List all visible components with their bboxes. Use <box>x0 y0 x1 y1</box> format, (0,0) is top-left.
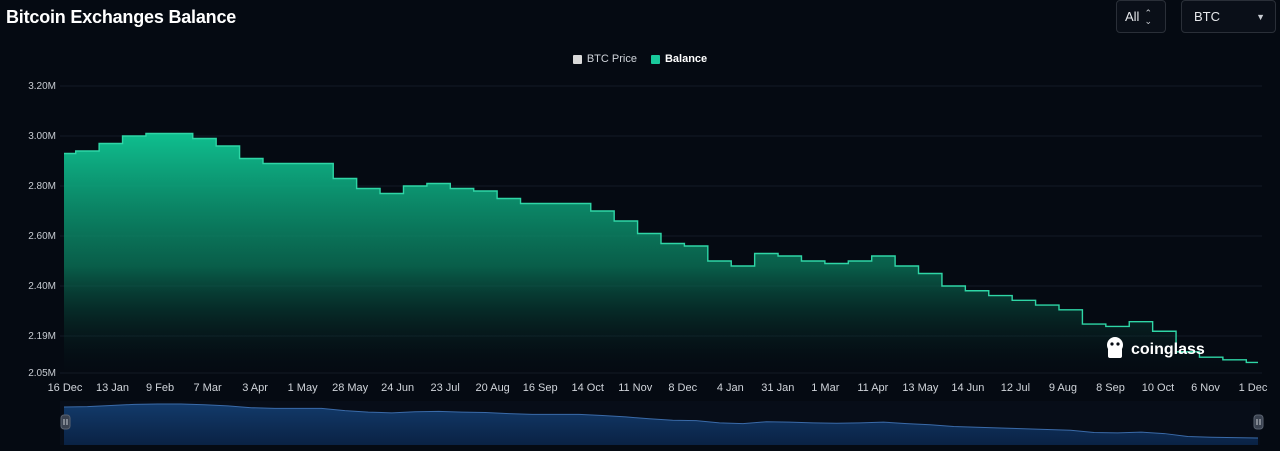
y-tick-label: 2.05M <box>28 368 56 379</box>
x-tick-label: 1 Mar <box>811 382 839 394</box>
range-select-value: All <box>1125 9 1140 24</box>
page-title: Bitcoin Exchanges Balance <box>6 7 237 27</box>
legend-swatch-balance <box>650 54 660 64</box>
x-tick-label: 7 Mar <box>193 382 221 394</box>
x-tick-label: 13 Jan <box>96 382 129 394</box>
asset-select-value: BTC <box>1194 9 1220 24</box>
x-tick-label: 11 Apr <box>857 382 888 394</box>
x-tick-label: 16 Dec <box>48 382 83 394</box>
caret-down-icon: ▼ <box>1256 11 1265 22</box>
y-tick-label: 2.19M <box>28 331 56 342</box>
navigator[interactable] <box>60 401 1264 445</box>
navigator-handle-left[interactable] <box>60 414 71 430</box>
x-tick-label: 12 Jul <box>1001 382 1030 394</box>
x-tick-label: 3 Apr <box>242 382 268 394</box>
x-tick-label: 9 Aug <box>1049 382 1077 394</box>
x-tick-label: 23 Jul <box>430 382 459 394</box>
x-tick-label: 11 Nov <box>618 382 653 394</box>
x-tick-label: 31 Jan <box>761 382 794 394</box>
watermark-text: coinglass <box>1131 341 1205 358</box>
navigator-line <box>63 403 1259 439</box>
y-tick-label: 2.80M <box>28 181 56 192</box>
navigator-area <box>64 404 1258 445</box>
x-tick-label: 1 May <box>288 382 318 394</box>
coinglass-logo-icon <box>1107 337 1123 358</box>
balance-area <box>64 133 1258 375</box>
x-tick-label: 28 May <box>332 382 369 394</box>
legend-swatch-btc-price <box>572 54 582 64</box>
x-tick-label: 8 Sep <box>1096 382 1125 394</box>
watermark: coinglass <box>1107 337 1205 358</box>
y-tick-label: 2.40M <box>28 281 56 292</box>
y-tick-label: 2.60M <box>28 231 56 242</box>
balance-line <box>64 132 1258 364</box>
legend-label-btc-price: BTC Price <box>586 53 637 65</box>
legend-item-balance[interactable]: Balance <box>650 53 708 65</box>
x-tick-label: 14 Jun <box>951 382 984 394</box>
x-tick-label: 9 Feb <box>146 382 174 394</box>
y-axis-ticks: 3.20M 3.00M 2.80M 2.60M 2.40M 2.19M 2.05M <box>28 81 56 379</box>
x-tick-label: 16 Sep <box>523 382 558 394</box>
x-tick-label: 10 Oct <box>1142 382 1174 394</box>
range-select[interactable]: All ⌃ ⌄ <box>1116 0 1166 33</box>
x-tick-label: 24 Jun <box>381 382 414 394</box>
x-tick-label: 14 Oct <box>572 382 604 394</box>
x-tick-label: 4 Jan <box>717 382 744 394</box>
x-tick-label: 6 Nov <box>1191 382 1220 394</box>
sort-arrows-icon: ⌃ ⌄ <box>1144 7 1152 26</box>
legend-label-balance: Balance <box>664 53 708 65</box>
x-tick-label: 20 Aug <box>476 382 510 394</box>
x-axis-ticks: 16 Dec 13 Jan 9 Feb 7 Mar 3 Apr 1 May 28 May 24… <box>48 382 1268 394</box>
x-tick-label: 13 May <box>902 382 939 394</box>
y-tick-label: 3.00M <box>28 131 56 142</box>
x-tick-label: 8 Dec <box>668 382 697 394</box>
chart-legend: BTC Price Balance <box>0 53 1280 65</box>
asset-select[interactable]: BTC ▼ <box>1181 0 1276 33</box>
navigator-handle-right[interactable] <box>1253 414 1264 430</box>
legend-item-btc-price[interactable]: BTC Price <box>572 53 637 65</box>
y-tick-label: 3.20M <box>28 81 56 92</box>
x-tick-label: 1 Dec <box>1239 382 1268 394</box>
